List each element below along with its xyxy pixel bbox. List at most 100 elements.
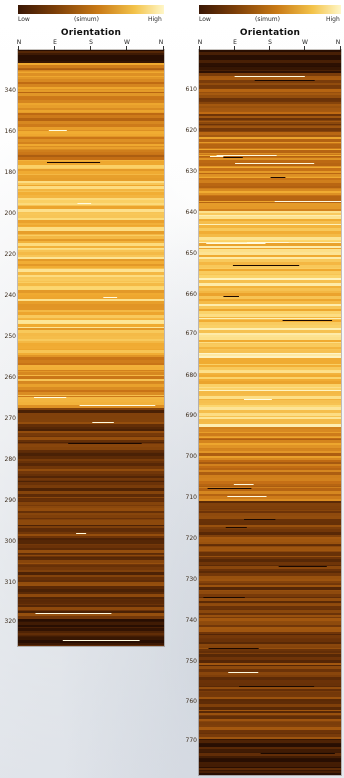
texture-band [18,582,164,584]
texture-band [18,501,164,502]
texture-band [199,391,341,394]
texture-band [18,536,164,538]
texture-band [199,773,341,775]
texture-band [18,371,164,372]
texture-band [199,622,341,625]
texture-band [199,699,341,701]
texture-band [199,598,341,601]
texture-band [18,365,164,367]
texture-band [18,297,164,299]
texture-band [199,638,341,639]
texture-band [199,221,341,224]
texture-band [199,416,341,417]
texture-band [18,431,164,433]
texture-band [199,617,341,618]
right-depth-label: 630 [185,168,197,175]
texture-band [18,336,164,339]
texture-band [199,304,341,306]
texture-band [199,142,341,143]
fracture-trace [34,397,67,398]
texture-band [199,154,341,155]
texture-band [199,243,341,246]
texture-band [18,395,164,396]
texture-band [18,482,164,485]
texture-band [199,590,341,591]
texture-band [18,452,164,453]
texture-band [18,567,164,570]
texture-band [18,255,164,257]
texture-band [18,234,164,235]
texture-band [18,330,164,333]
texture-band [199,78,341,80]
left-scale-mid-label: (simum) [74,16,99,23]
texture-band [18,511,164,513]
texture-band [18,97,164,100]
texture-band [18,53,164,55]
texture-band [18,89,164,90]
left-depth-label: 180 [4,169,16,176]
texture-band [199,716,341,719]
texture-band [18,246,164,248]
texture-band [199,491,341,494]
texture-band [18,72,164,73]
texture-band [18,453,164,456]
texture-band [18,76,164,77]
texture-band [18,223,164,225]
texture-band [18,548,164,550]
texture-band [199,116,341,118]
texture-band [199,562,341,565]
texture-band [199,544,341,545]
texture-band [18,410,164,413]
fracture-trace [282,320,333,321]
texture-band [18,381,164,383]
texture-band [18,461,164,463]
texture-band [18,350,164,353]
left-compass-s: S [89,39,93,46]
texture-band [199,675,341,677]
texture-band [18,456,164,459]
texture-band [199,283,341,286]
texture-band [199,413,341,416]
texture-band [18,502,164,505]
texture-band [199,150,341,153]
texture-band [18,289,164,290]
texture-band [199,583,341,584]
texture-band [199,288,341,291]
texture-band [18,518,164,519]
texture-band [199,591,341,594]
right-depth-label: 610 [185,86,197,93]
texture-band [199,224,341,225]
texture-band [18,610,164,611]
texture-band [199,122,341,124]
texture-band [199,771,341,773]
texture-band [18,70,164,71]
texture-band [199,306,341,309]
texture-band [199,496,341,499]
texture-band [18,621,164,622]
texture-band [199,657,341,660]
texture-band [199,615,341,617]
texture-band [199,80,341,83]
texture-band [199,601,341,603]
texture-band [18,533,164,534]
texture-band [18,544,164,545]
texture-band [18,92,164,93]
texture-band [18,136,164,137]
texture-band [18,505,164,506]
texture-band [199,354,341,356]
texture-band [199,559,341,562]
texture-band [18,485,164,488]
fracture-trace [225,527,247,528]
texture-band [199,767,341,768]
texture-band [199,206,341,209]
left-depth-label: 200 [4,210,16,217]
texture-band [199,108,341,111]
texture-band [199,55,341,57]
texture-band [199,550,341,551]
texture-band [18,494,164,497]
texture-band [18,413,164,416]
texture-band [199,440,341,443]
texture-band [199,348,341,349]
texture-band [199,93,341,95]
right-depth-label: 660 [185,291,197,298]
